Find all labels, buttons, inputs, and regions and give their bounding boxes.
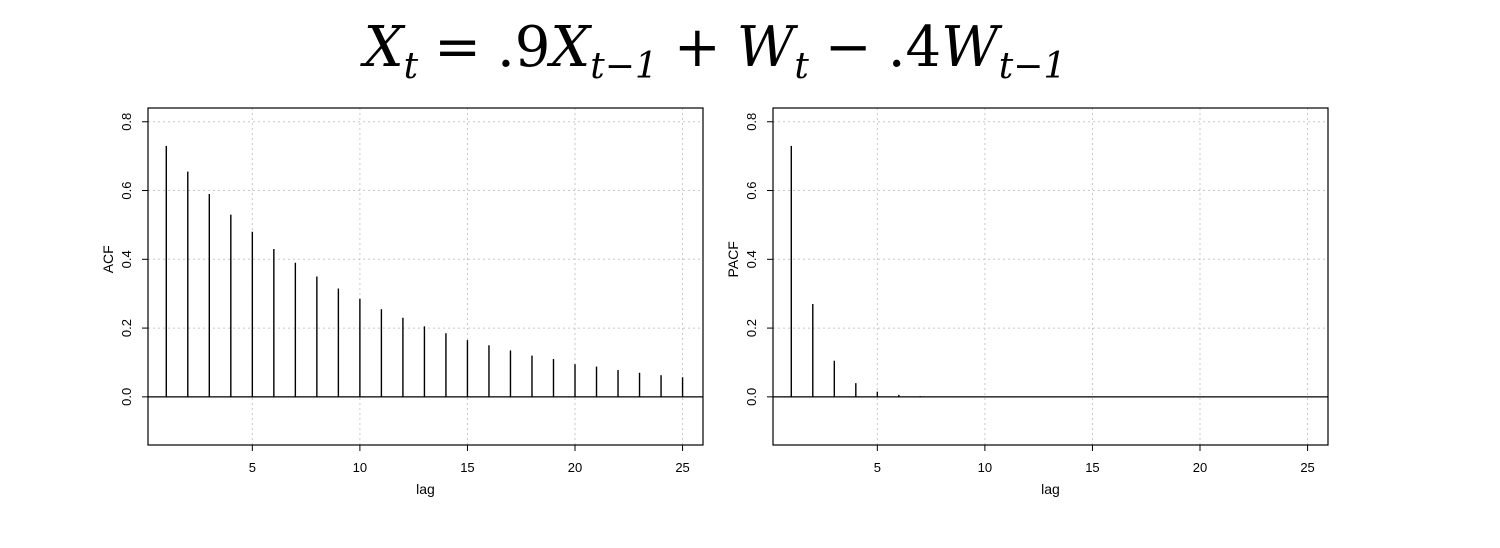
title-part-num: .9 <box>496 15 551 80</box>
acf-y-tick-label: 0.2 <box>119 319 134 337</box>
pacf-y-tick-label: 0.4 <box>744 250 759 268</box>
acf-x-tick-label: 15 <box>460 460 474 475</box>
chart-title-equation: Xt = .9Xt−1 + Wt − .4Wt−1 <box>0 8 1430 88</box>
pacf-plot-frame <box>772 107 1329 446</box>
pacf-x-tick-label: 20 <box>1193 460 1207 475</box>
acf-x-axis-label: lag <box>416 481 435 497</box>
title-part-var: W <box>736 15 795 80</box>
pacf-x-tick-label: 10 <box>978 460 992 475</box>
acf-y-tick-label: 0.0 <box>119 388 134 406</box>
pacf-y-axis-label: PACF <box>725 241 741 277</box>
acf-y-tick-label: 0.6 <box>119 181 134 199</box>
pacf-y-tick-label: 0.6 <box>744 181 759 199</box>
pacf-x-axis-label: lag <box>1041 481 1060 497</box>
acf-y-tick-label: 0.8 <box>119 113 134 131</box>
title-part-var: X <box>363 15 404 80</box>
title-part-sub: t−1 <box>590 46 658 87</box>
title-part-var: X <box>550 15 591 80</box>
title-part-op: = <box>434 15 481 80</box>
title-part-num: .4 <box>887 15 942 80</box>
acf-y-tick-label: 0.4 <box>119 250 134 268</box>
acf-x-tick-label: 20 <box>568 460 582 475</box>
pacf-x-tick-label: 15 <box>1085 460 1099 475</box>
pacf-y-tick-label: 0.0 <box>744 388 759 406</box>
title-part-sub: t <box>794 46 809 87</box>
pacf-y-tick-label: 0.8 <box>744 113 759 131</box>
acf-plot-frame <box>147 107 704 446</box>
title-part-op: − <box>824 15 872 80</box>
title-part-sub: t−1 <box>998 46 1067 87</box>
title-part-sub: t <box>403 46 419 87</box>
acf-x-tick-label: 25 <box>675 460 689 475</box>
title-part-op: + <box>673 15 721 80</box>
pacf-x-tick-label: 5 <box>874 460 881 475</box>
acf-y-axis-label: ACF <box>100 245 116 273</box>
title-part-var: W <box>941 15 999 80</box>
pacf-y-tick-label: 0.2 <box>744 319 759 337</box>
pacf-x-tick-label: 25 <box>1300 460 1314 475</box>
acf-x-tick-label: 10 <box>353 460 367 475</box>
acf-x-tick-label: 5 <box>249 460 256 475</box>
